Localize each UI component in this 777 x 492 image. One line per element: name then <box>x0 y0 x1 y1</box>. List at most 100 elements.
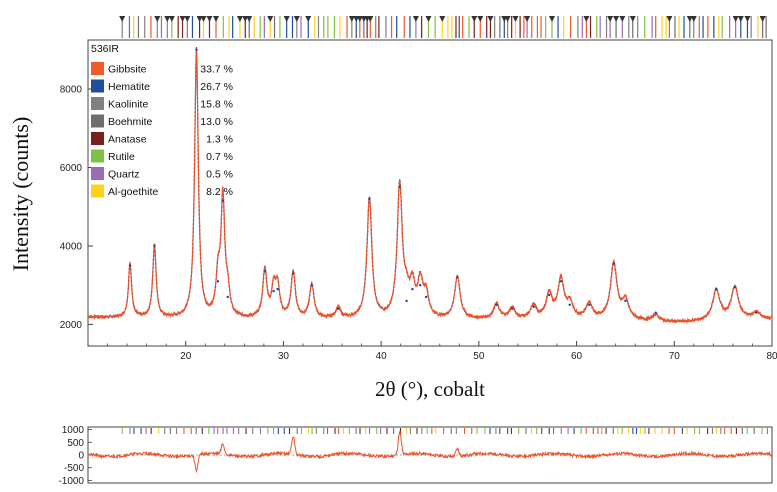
phase-tick-arrow <box>200 16 207 22</box>
legend-phase-percent: 26.7 % <box>200 81 233 93</box>
y-tick-label: 2000 <box>60 320 83 331</box>
peak-point <box>128 264 132 267</box>
phase-tick-arrow <box>348 16 355 22</box>
x-tick-label: 30 <box>278 351 290 362</box>
peak-point <box>624 299 627 303</box>
sample-label: 536IR <box>91 43 119 55</box>
peak-point <box>195 48 198 52</box>
peak-point <box>216 280 220 283</box>
peak-point <box>548 293 551 297</box>
legend-swatch <box>91 149 104 163</box>
legend-phase-percent: 0.7 % <box>206 151 233 163</box>
peak-point <box>336 307 340 310</box>
x-tick-label: 50 <box>473 351 485 362</box>
phase-tick-arrow <box>471 16 478 22</box>
peak-point <box>368 197 371 201</box>
peak-point <box>532 305 535 308</box>
phase-tick-arrow <box>737 16 744 22</box>
legend-phase-percent: 1.3 % <box>206 134 233 146</box>
phase-tick-arrow <box>744 16 751 22</box>
legend-swatch <box>91 62 104 75</box>
diff-y-tick-label: -1000 <box>58 476 84 487</box>
legend-phase-name: Hematite <box>108 81 150 93</box>
diff-y-tick-label: -500 <box>64 463 84 474</box>
legend-swatch <box>91 132 104 145</box>
phase-tick-arrow <box>283 16 290 22</box>
phase-tick-arrow <box>184 16 191 22</box>
phase-legend: 536IR Gibbsite 33.7 % Hematite 26.7 % Kaolin… <box>91 43 233 198</box>
phase-tick-arrow <box>293 16 300 22</box>
legend-phase-name: Anatase <box>108 134 147 146</box>
peak-point <box>495 303 498 307</box>
phase-tick-arrow <box>367 16 374 22</box>
phase-tick-arrow <box>504 16 511 22</box>
phase-tick-arrow <box>619 16 626 22</box>
phase-tick-arrow <box>267 16 274 22</box>
phase-tick-arrow <box>548 16 555 22</box>
peak-point <box>715 287 718 291</box>
peak-point <box>612 262 615 265</box>
peak-point <box>510 307 514 310</box>
x-tick-label: 60 <box>571 351 583 362</box>
legend-phase-name: Kaolinite <box>108 99 148 111</box>
legend-phase-name: Quartz <box>108 169 140 181</box>
phase-tick-arrow <box>412 16 419 22</box>
peak-point <box>419 283 422 287</box>
phase-tick-arrow <box>246 16 253 22</box>
legend-swatch <box>91 97 104 110</box>
phase-tick-arrow <box>196 16 203 22</box>
x-tick-label: 40 <box>376 351 388 362</box>
phase-tick-arrow <box>164 16 171 22</box>
phase-tick-arrow <box>206 16 213 22</box>
peak-point <box>588 303 591 307</box>
legend-phase-percent: 15.8 % <box>200 99 233 111</box>
peak-point <box>411 287 414 291</box>
peak-point <box>733 285 737 289</box>
peak-point <box>310 283 313 287</box>
phase-tick-arrow <box>179 16 186 22</box>
phase-tick-arrow <box>236 16 243 22</box>
peak-point <box>568 303 571 307</box>
phase-tick-arrow <box>512 16 519 22</box>
legend-phase-percent: 8.2 % <box>206 186 233 198</box>
main-plot-frame <box>87 39 773 347</box>
phase-tick-arrow <box>356 16 363 22</box>
difference-line <box>87 431 773 474</box>
phase-tick-arrow <box>305 16 312 22</box>
main-x-axis: 20 30 40 50 60 70 80 <box>107 341 777 362</box>
legend-swatch <box>91 114 104 128</box>
phase-tick-arrow <box>119 16 126 22</box>
legend-swatch <box>91 184 104 198</box>
legend-phase-name: Gibbsite <box>108 64 147 76</box>
peak-point <box>263 270 267 273</box>
phase-tick-arrow <box>154 16 161 22</box>
phase-tick-arrow <box>168 16 175 22</box>
phase-tick-arrow <box>524 16 531 22</box>
phase-tick-arrow <box>759 16 766 22</box>
phase-tick-arrow <box>629 16 636 22</box>
peak-point <box>221 199 225 203</box>
peak-point <box>559 280 563 283</box>
peak-marks <box>128 48 758 314</box>
peak-point <box>153 244 156 248</box>
peak-point <box>456 276 459 279</box>
peak-point <box>654 311 657 314</box>
peak-point <box>398 185 401 189</box>
main-plot: 2000 4000 6000 8000 20 30 40 50 60 70 80 536IR Gi… <box>60 16 777 362</box>
phase-tick-arrow <box>732 16 739 22</box>
x-tick-label: 70 <box>669 351 681 362</box>
y-tick-label: 8000 <box>60 85 83 96</box>
y-tick-label: 6000 <box>60 163 83 174</box>
diff-y-tick-label: 500 <box>67 438 84 449</box>
phase-tick-marks <box>119 16 767 38</box>
peak-point <box>424 295 428 299</box>
legend-phase-percent: 0.5 % <box>206 169 233 181</box>
difference-plot: 1000 500 0-500 -1000 <box>58 425 773 487</box>
legend-phase-name: Rutile <box>108 151 135 163</box>
phase-tick-arrow <box>487 16 494 22</box>
phase-tick-arrow <box>583 16 590 22</box>
phase-tick-arrow <box>686 16 693 22</box>
peak-point <box>405 299 408 303</box>
x-axis-title: 2θ (°), cobalt <box>375 377 485 401</box>
x-tick-label: 20 <box>180 351 192 362</box>
